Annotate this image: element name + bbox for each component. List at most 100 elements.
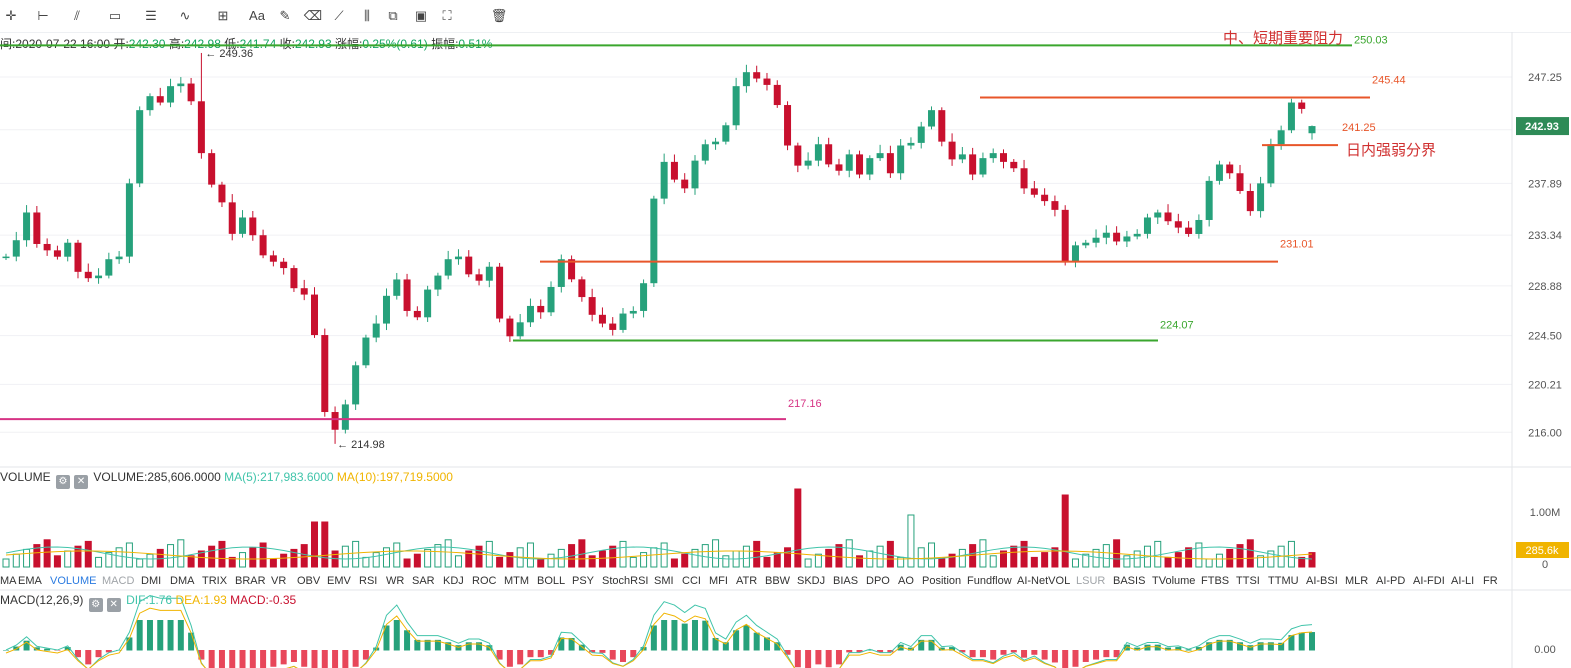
crosshair-icon[interactable]: ✛ bbox=[5, 8, 17, 23]
indicator-tab-ai-netvol[interactable]: AI-NetVOL bbox=[1017, 575, 1071, 587]
close-pane-icon[interactable]: ✕ bbox=[74, 475, 89, 489]
indicator-tab-psy[interactable]: PSY bbox=[572, 575, 595, 587]
candle bbox=[218, 184, 226, 203]
macd-histogram-bar bbox=[712, 637, 719, 651]
macd-histogram-bar bbox=[753, 632, 760, 651]
fib-icon[interactable]: ⫼ bbox=[364, 8, 370, 23]
settings-gear-icon[interactable]: ⚙ bbox=[56, 475, 71, 489]
macd-histogram-bar bbox=[208, 650, 215, 668]
close-pane-icon[interactable]: ✕ bbox=[106, 598, 121, 612]
candle bbox=[1061, 209, 1069, 262]
indicator-tab-emv[interactable]: EMV bbox=[327, 575, 351, 587]
candle bbox=[619, 313, 627, 330]
indicator-tab-basis[interactable]: BASIS bbox=[1113, 575, 1146, 587]
indicator-tab-brar[interactable]: BRAR bbox=[235, 575, 266, 587]
indicator-tab-kdj[interactable]: KDJ bbox=[443, 575, 464, 587]
candle bbox=[804, 160, 812, 166]
time-label: 间: bbox=[0, 37, 16, 51]
indicator-tab-trix[interactable]: TRIX bbox=[202, 575, 228, 587]
volume-bar bbox=[413, 553, 421, 568]
macd-histogram-bar bbox=[1010, 650, 1017, 653]
indicator-tab-mfi[interactable]: MFI bbox=[709, 575, 728, 587]
trash-icon[interactable]: 🗑 bbox=[490, 8, 508, 23]
macd-histogram-bar bbox=[907, 647, 914, 651]
trend-line-icon[interactable]: ⫽ bbox=[74, 8, 80, 23]
indicator-tab-ao[interactable]: AO bbox=[898, 575, 914, 587]
indicator-tab-bias[interactable]: BIAS bbox=[833, 575, 859, 587]
macd-histogram-bar bbox=[650, 625, 657, 651]
volume-bar bbox=[712, 539, 720, 568]
indicator-tab-atr[interactable]: ATR bbox=[736, 575, 758, 587]
indicator-tab-fr[interactable]: FR bbox=[1483, 575, 1498, 587]
volume-bar bbox=[856, 555, 864, 568]
candle bbox=[280, 261, 288, 269]
settings-gear-icon[interactable]: ⚙ bbox=[88, 598, 103, 612]
indicator-tab-skdj[interactable]: SKDJ bbox=[797, 575, 826, 587]
candle bbox=[938, 110, 946, 142]
indicator-tab-mtm[interactable]: MTM bbox=[504, 575, 530, 587]
indicator-tab-cci[interactable]: CCI bbox=[682, 575, 701, 587]
indicator-tab-dma[interactable]: DMA bbox=[170, 575, 195, 587]
measure-icon[interactable]: ⊞ bbox=[217, 8, 229, 23]
indicator-tab-dmi[interactable]: DMI bbox=[141, 575, 162, 587]
indicator-tab-stochrsi[interactable]: StochRSI bbox=[602, 575, 649, 587]
indicator-tab-volume[interactable]: VOLUME bbox=[50, 575, 97, 587]
indicator-tab-wr[interactable]: WR bbox=[386, 575, 405, 587]
indicator-tab-lsur[interactable]: LSUR bbox=[1076, 575, 1106, 587]
horizontal-ray-icon[interactable]: ⊢ bbox=[37, 8, 49, 23]
ruler-icon[interactable]: ⟋ bbox=[334, 8, 344, 23]
eraser-icon[interactable]: ⌫ bbox=[303, 8, 323, 23]
indicator-tab-ftbs[interactable]: FTBS bbox=[1201, 575, 1230, 587]
copy-icon[interactable]: ⧉ bbox=[388, 8, 398, 23]
macd-histogram-bar bbox=[95, 650, 102, 658]
indicator-tab-position[interactable]: Position bbox=[922, 575, 962, 587]
volume-bar bbox=[835, 544, 843, 568]
candle bbox=[43, 243, 51, 251]
brush-icon[interactable]: ✎ bbox=[279, 8, 291, 23]
indicator-tab-ema[interactable]: EMA bbox=[18, 575, 42, 587]
indicator-tab-macd[interactable]: MACD bbox=[102, 575, 135, 587]
indicator-tab-fundflow[interactable]: Fundflow bbox=[967, 575, 1012, 587]
rectangle-icon[interactable]: ▭ bbox=[108, 8, 122, 23]
indicator-tab-ai-bsi[interactable]: AI-BSI bbox=[1306, 575, 1338, 587]
indicator-tab-boll[interactable]: BOLL bbox=[537, 575, 566, 587]
indicator-tab-mlr[interactable]: MLR bbox=[1345, 575, 1369, 587]
volume-bar bbox=[300, 544, 308, 568]
macd-histogram-bar bbox=[383, 625, 390, 651]
volume-bar bbox=[948, 553, 956, 568]
volume-bar bbox=[1082, 553, 1090, 568]
indicator-tab-ma[interactable]: MA bbox=[0, 575, 17, 587]
indicator-tab-ai-pd[interactable]: AI-PD bbox=[1376, 575, 1406, 587]
candle bbox=[465, 256, 473, 275]
indicator-tab-vr[interactable]: VR bbox=[271, 575, 287, 587]
indicator-tab-dpo[interactable]: DPO bbox=[866, 575, 890, 587]
indicator-tab-ai-li[interactable]: AI-LI bbox=[1451, 575, 1475, 587]
candle bbox=[12, 240, 20, 257]
volume-bar bbox=[784, 547, 792, 568]
indicator-tab-obv[interactable]: OBV bbox=[297, 575, 321, 587]
indicator-tab-ttmu[interactable]: TTMU bbox=[1268, 575, 1299, 587]
candle bbox=[928, 110, 936, 127]
indicator-tab-sar[interactable]: SAR bbox=[412, 575, 435, 587]
candle bbox=[712, 141, 720, 145]
price-tick-label: 237.89 bbox=[1528, 178, 1562, 190]
volume-bar bbox=[1061, 494, 1069, 568]
indicator-tab-ai-fdi[interactable]: AI-FDI bbox=[1413, 575, 1445, 587]
indicator-tab-tvolume[interactable]: TVolume bbox=[1152, 575, 1196, 587]
macd-histogram-bar bbox=[506, 650, 513, 667]
volume-bar bbox=[403, 558, 411, 568]
macd-histogram-bar bbox=[661, 620, 668, 651]
candle bbox=[1133, 233, 1141, 237]
parallel-lines-icon[interactable]: ☰ bbox=[145, 8, 157, 23]
screenshot-icon[interactable]: ⛶ bbox=[442, 8, 452, 23]
indicator-tab-ttsi[interactable]: TTSI bbox=[1236, 575, 1260, 587]
indicator-tab-rsi[interactable]: RSI bbox=[359, 575, 378, 587]
text-icon[interactable]: Aa bbox=[249, 8, 265, 23]
volume-bar bbox=[269, 558, 277, 568]
indicator-tab-roc[interactable]: ROC bbox=[472, 575, 497, 587]
indicator-tab-smi[interactable]: SMI bbox=[654, 575, 674, 587]
wave-icon[interactable]: ∿ bbox=[179, 8, 191, 23]
indicator-tab-bbw[interactable]: BBW bbox=[765, 575, 791, 587]
layers-icon[interactable]: ▣ bbox=[414, 8, 428, 23]
